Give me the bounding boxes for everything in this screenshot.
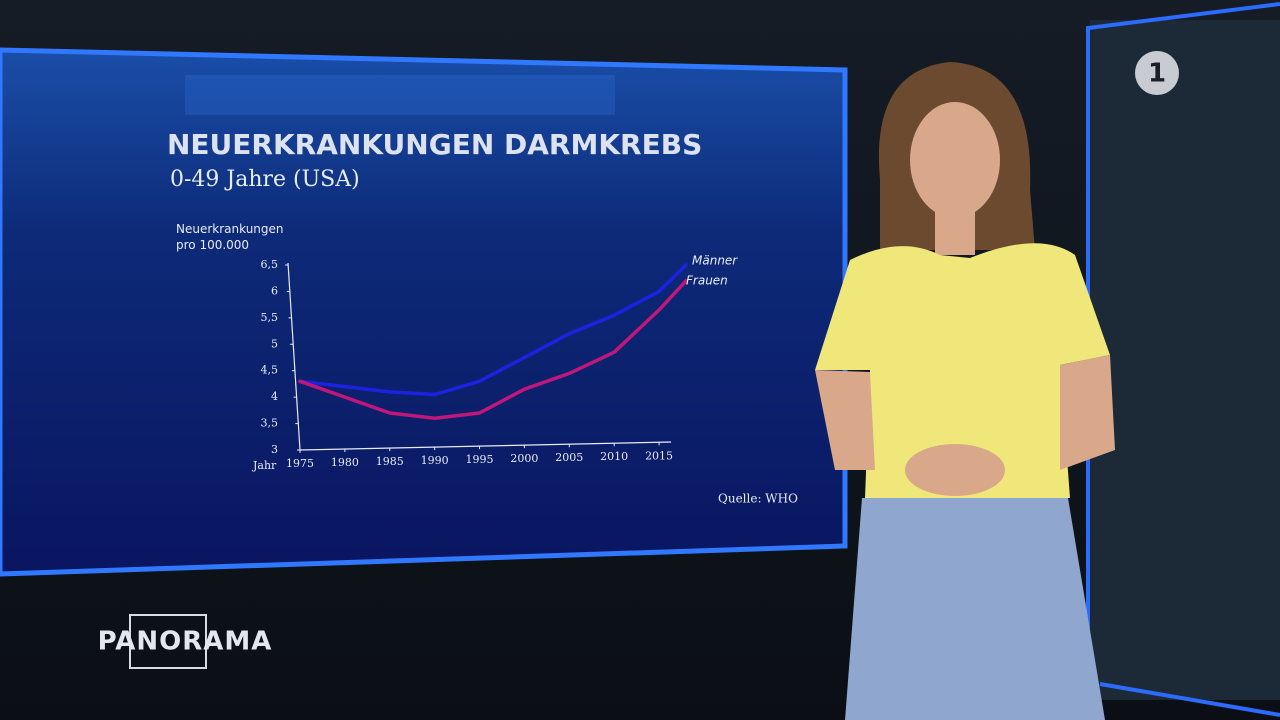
y-tick-label: 4,5 [261,364,279,377]
y-tick-label: 3,5 [261,417,279,430]
channel-logo: 1 [1148,59,1166,89]
chart-subtitle: 0-49 Jahre (USA) [170,167,360,192]
y-axis-label-box: Neuerkrankungen pro 100.000 [176,222,284,252]
plot: 3 3,5 4 4,5 5 5,5 6 6,5 1975 1980 1985 1990 1995 2000… [261,254,739,471]
x-tick-label: 2005 [555,451,583,464]
x-tick-label: 1985 [376,455,404,468]
x-axis [299,441,672,451]
y-tick-label: 5,5 [261,311,279,324]
channel-logo-badge [1135,51,1179,95]
source: Quelle: WHO [718,492,798,506]
y-tick-label: 5 [271,337,278,350]
x-tick-label: 1980 [331,456,359,469]
x-tick-label: 2010 [600,450,628,463]
x-tick-label: 1990 [421,454,449,467]
presenter-face [910,102,1000,218]
legend-label: Männer [692,254,738,268]
presenter-trousers [845,498,1105,720]
x-tick-label: 2015 [645,449,673,462]
screen-decoration [185,75,615,115]
legend-label: Frauen [686,273,728,287]
series-line [298,263,688,397]
show-logo: PANORAMA [98,627,273,657]
y-tick-label: 6 [271,284,278,297]
presenter-blouse [815,243,1110,498]
presenter-hands [905,444,1005,496]
y-axis-label: Neuerkrankungen pro 100.000 [176,222,284,252]
y-tick-label: 4 [271,390,278,403]
floor-light [1099,682,1280,717]
y-axis [287,262,301,451]
x-tick-label: 2000 [510,452,538,465]
presenter-neck [935,205,975,255]
x-tick-label: 1975 [286,457,314,470]
show-logo-frame [129,614,207,669]
chart-title: NEUERKRANKUNGEN DARMKREBS [167,128,702,161]
x-axis-label: Jahr [252,459,277,472]
y-tick-label: 3 [271,443,278,456]
y-tick-label: 6,5 [261,258,279,271]
presenter-arms [815,355,1115,470]
side-screen [1090,20,1280,700]
side-screen-frame [1086,2,1280,700]
series-line [298,279,688,421]
x-tick-label: 1995 [466,453,494,466]
